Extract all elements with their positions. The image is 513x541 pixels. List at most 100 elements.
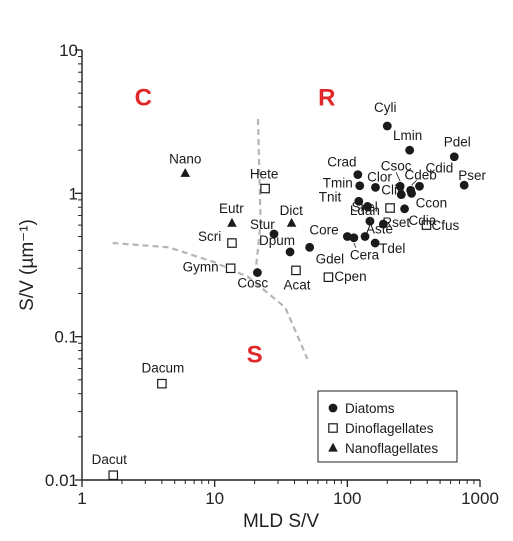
point-label-cpen: Cpen [334, 269, 366, 284]
legend-box [317, 390, 458, 463]
point-label-cosc: Cosc [237, 276, 268, 291]
x-tick-label: 100 [333, 489, 361, 508]
circle-marker-clor [371, 183, 380, 192]
leader-line-ldan [369, 216, 373, 224]
y-axis-title: S/V (µm⁻¹) [17, 219, 38, 311]
square-marker-acat [291, 265, 301, 276]
point-label-nano: Nano [169, 151, 201, 166]
point-label-skel: Skel [352, 199, 378, 214]
point-label-dacut: Dacut [92, 452, 128, 467]
square-marker-dacum [157, 378, 167, 389]
legend-label-diatoms: Diatoms [345, 401, 395, 416]
square-marker-unlabeled [385, 203, 395, 213]
square-marker-hete [260, 183, 270, 194]
circle-marker-cyli [382, 121, 392, 131]
axes [81, 50, 480, 481]
legend-marker-square [328, 423, 338, 433]
y-tick-label: 0.1 [54, 328, 78, 347]
point-label-dict: Dict [280, 203, 303, 218]
legend-marker-circle [328, 403, 338, 413]
square-marker-gymn [225, 263, 236, 274]
point-label-cfus: Cfus [431, 218, 459, 233]
circle-marker-crad [353, 170, 363, 180]
circle-marker-lmin [405, 145, 415, 155]
region-label-r: R [318, 85, 335, 112]
circle-marker-dpum [285, 247, 295, 257]
circle-marker-pdel [449, 152, 459, 162]
circle-marker-cosc [253, 268, 262, 277]
circle-marker-cdia [400, 204, 409, 214]
point-label-cdeb: Cdeb [404, 167, 436, 182]
point-label-dacum: Dacum [141, 361, 184, 376]
region-label-s: S [247, 342, 263, 369]
square-marker-cfus [421, 220, 432, 230]
triangle-marker-nano [180, 168, 191, 177]
y-tick-label: 10 [59, 41, 78, 60]
circle-marker-stur [269, 229, 279, 239]
circle-marker-csoc [395, 181, 405, 191]
point-label-clor: Clor [367, 169, 392, 184]
circle-marker-cdid [415, 181, 424, 191]
leader-line-cera [353, 242, 357, 248]
point-label-hete: Hete [250, 167, 279, 182]
region-label-c: C [135, 85, 152, 112]
legend-label-dinoflagellates: Dinoflagellates [345, 421, 434, 436]
point-label-ccon: Ccon [416, 195, 448, 210]
point-label-cdia: Cdia [409, 213, 437, 228]
point-label-stur: Stur [250, 217, 275, 232]
axis-ticks: 1 10 100 1000 0.01 0.1 1 10 [45, 41, 499, 508]
circle-marker-aste [360, 232, 370, 241]
legend-marker-triangle [328, 442, 338, 452]
point-label-pdel: Pdel [444, 135, 471, 150]
point-label-gdel: Gdel [316, 251, 345, 266]
circle-marker-ccon [407, 188, 416, 198]
point-label-rset: Rset [382, 215, 410, 230]
circle-marker-ldan [365, 216, 375, 226]
square-marker-dacut [108, 470, 119, 481]
point-label-tdel: Tdel [379, 241, 405, 256]
point-label-lmin: Lmin [393, 128, 422, 143]
y-tick-label: 1 [69, 184, 78, 203]
circle-marker-rset [378, 219, 388, 229]
point-label-eutr: Eutr [219, 201, 244, 216]
x-axis-title: MLD S/V [243, 511, 319, 532]
point-label-crad: Crad [327, 155, 356, 170]
legend: Diatoms Dinoflagellates Nanoflagellates [317, 390, 458, 463]
leader-line-cdeb [411, 179, 417, 186]
leader-line-csoc [395, 172, 401, 182]
data-points [108, 121, 469, 481]
point-label-cdid: Cdid [426, 160, 454, 175]
circle-marker-cera [349, 233, 359, 243]
point-label-core: Core [309, 222, 338, 237]
circle-marker-clin [396, 190, 406, 199]
point-label-scri: Scri [198, 229, 221, 244]
triangle-marker-dict [286, 217, 297, 227]
x-tick-label: 1 [77, 489, 86, 508]
circle-marker-gdel [305, 242, 315, 252]
point-label-dpum: Dpum [259, 233, 295, 248]
point-label-cyli: Cyli [374, 100, 397, 115]
point-label-cera: Cera [350, 248, 380, 263]
boundary-line-1 [254, 118, 262, 273]
point-label-ldan: Ldan [350, 203, 380, 218]
x-tick-label: 10 [205, 489, 224, 508]
square-marker-cpen [323, 272, 334, 282]
circle-marker-tnit [354, 196, 364, 206]
point-label-clin: Clin [381, 183, 404, 198]
circle-marker-core [342, 232, 352, 241]
point-label-tmin: Tmin [323, 176, 353, 191]
circle-marker-skel [363, 202, 372, 211]
region-labels: C R S [135, 85, 336, 369]
circle-marker-pser [459, 180, 469, 190]
triangle-marker-eutr [227, 217, 237, 227]
circle-marker-tdel [370, 238, 380, 248]
point-label-acat: Acat [283, 277, 310, 292]
circle-marker-tmin [355, 181, 365, 191]
square-marker-scri [227, 238, 237, 248]
legend-label-nanoflagellates: Nanoflagellates [345, 441, 438, 456]
point-label-pser: Pser [458, 168, 486, 183]
point-label-gymn: Gymn [183, 259, 219, 274]
point-label-aste: Aste [366, 221, 393, 236]
